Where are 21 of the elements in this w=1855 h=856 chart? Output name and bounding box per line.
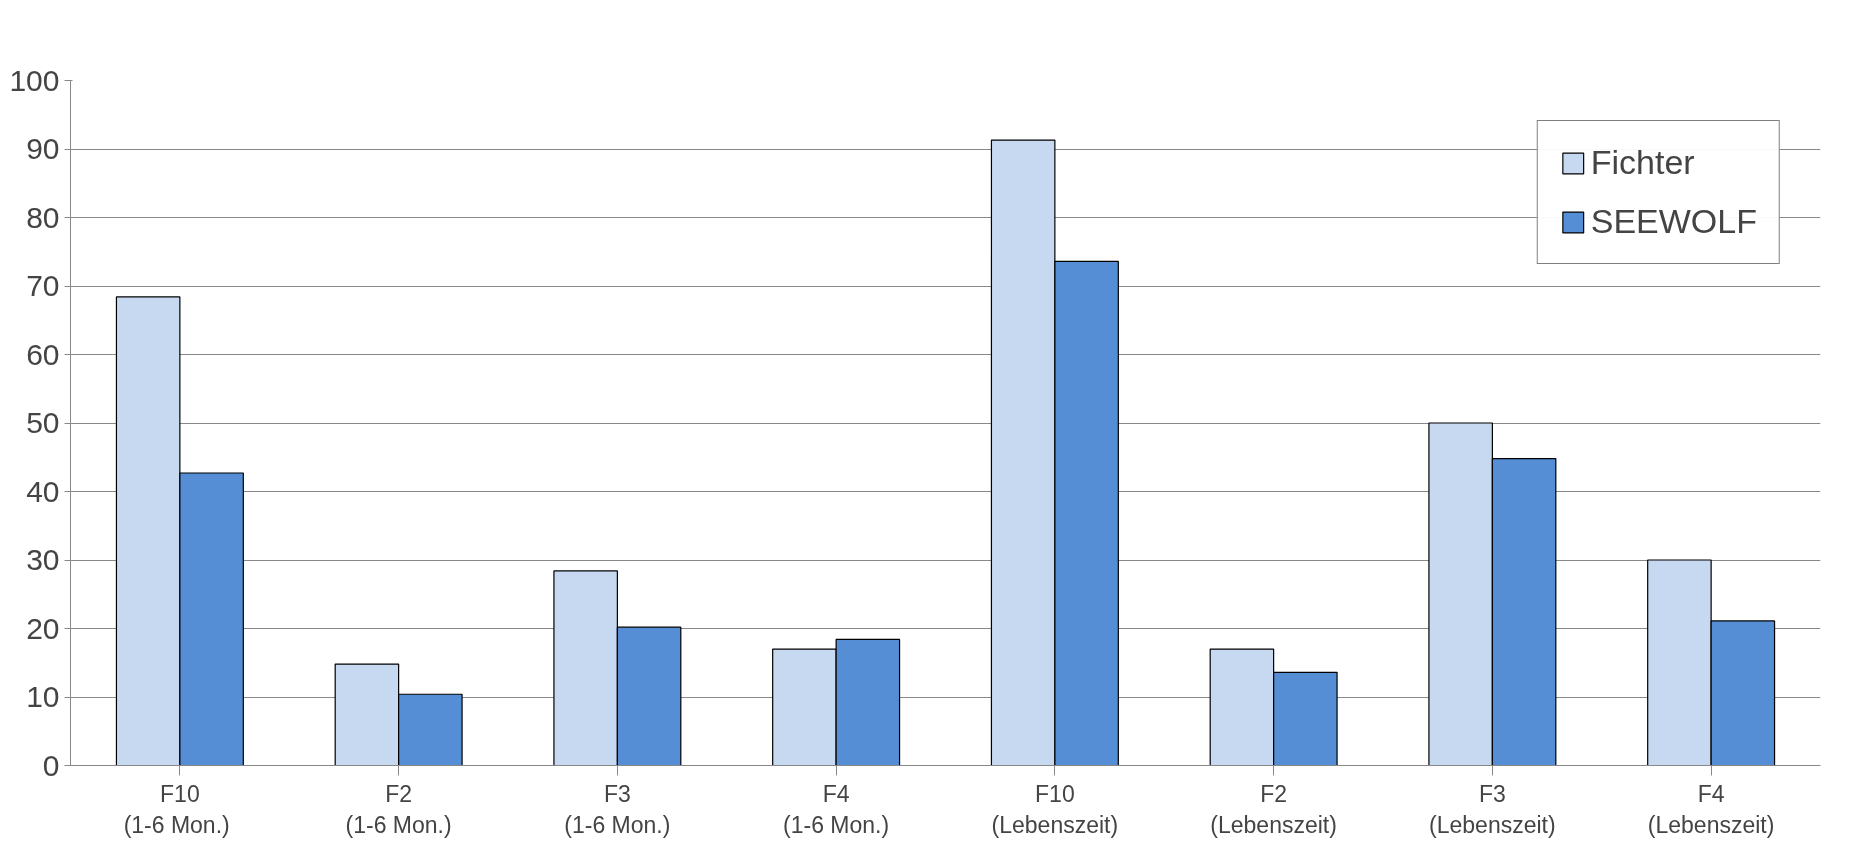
y-tick-label: 20 <box>26 611 60 645</box>
x-tick-label: F10 (Lebenszeit) <box>991 780 1119 838</box>
y-tick-label: 10 <box>26 680 60 713</box>
x-tick-label: F3 (Lebenszeit) <box>1429 780 1556 838</box>
y-tick-label: 70 <box>26 269 60 302</box>
y-tick-label: 80 <box>26 200 60 234</box>
x-tick-label: F3 (1-6 Mon.) <box>564 780 671 838</box>
y-tick-label: 50 <box>26 406 60 439</box>
x-tick-label: F10 (1-6 Mon.) <box>123 780 230 838</box>
y-tick-label: 100 <box>9 63 60 97</box>
y-tick-label: 40 <box>26 474 60 508</box>
y-tick-label: 0 <box>42 748 60 782</box>
y-tick-label: 30 <box>26 543 60 576</box>
y-tick-label: 90 <box>26 132 60 165</box>
legend-label: SEEWOLF <box>1590 202 1757 241</box>
x-tick-label: F2 (1-6 Mon.) <box>345 780 452 838</box>
legend-label: Fichter <box>1590 143 1695 182</box>
x-tick-label: F4 (1-6 Mon.) <box>783 780 890 838</box>
x-tick-label: F2 (Lebenszeit) <box>1210 780 1337 838</box>
x-tick-label: F4 (Lebenszeit) <box>1647 780 1775 838</box>
y-tick-label: 60 <box>26 337 60 371</box>
